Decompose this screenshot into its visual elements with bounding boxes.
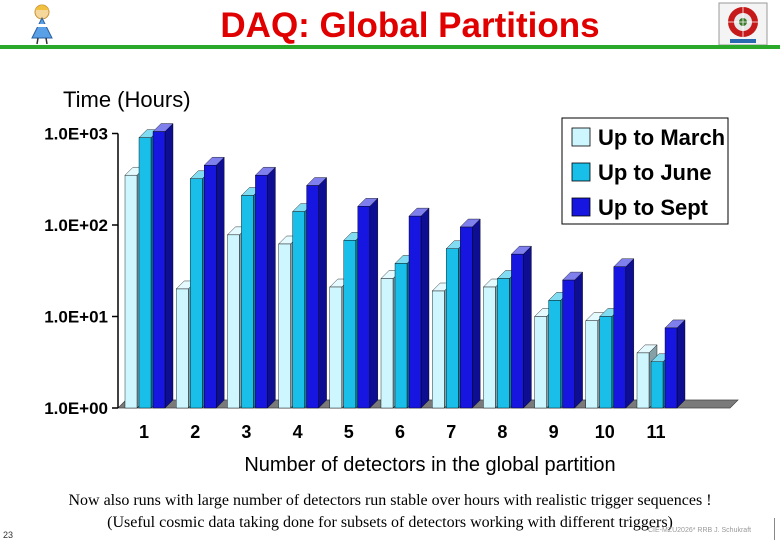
x-tick-label: 9 — [549, 422, 559, 442]
legend-swatch — [571, 162, 591, 182]
note-line-2: (Useful cosmic data taking done for subs… — [107, 514, 673, 531]
legend-swatch — [571, 127, 591, 147]
note-line-1: Now also runs with large number of detec… — [68, 492, 712, 509]
slide-title: DAQ: Global Partitions — [220, 6, 600, 45]
legend-label: Up to Sept — [598, 195, 709, 220]
bar-up-to-sept-3 — [254, 166, 276, 409]
x-tick-label: 6 — [395, 422, 405, 442]
bar-up-to-sept-2 — [203, 156, 225, 409]
detector-logo-icon — [718, 2, 768, 46]
footer-divider — [774, 518, 775, 540]
bar-up-to-sept-1 — [152, 123, 174, 409]
x-tick-label: 1 — [139, 422, 149, 442]
legend-label: Up to June — [598, 160, 712, 185]
y-axis-label: Time (Hours) — [63, 87, 191, 112]
cartoon-logo-icon — [31, 4, 53, 45]
x-tick-label: 4 — [293, 422, 303, 442]
bar-chart: Time (Hours) 1.0E+00 1.0E+01 1.0E+02 1.0E+0… — [44, 87, 739, 442]
bar-up-to-sept-9 — [562, 271, 584, 409]
bar-up-to-sept-11 — [664, 319, 686, 409]
slide-note: Now also runs with large number of detec… — [0, 490, 780, 534]
y-tick-label: 1.0E+01 — [44, 308, 108, 327]
x-tick-label: 10 — [595, 422, 615, 442]
x-tick-label: 2 — [190, 422, 200, 442]
x-tick-label: 11 — [646, 422, 665, 442]
bar-up-to-sept-7 — [459, 218, 481, 409]
x-tick-label: 7 — [446, 422, 456, 442]
bar-up-to-sept-4 — [306, 177, 328, 409]
y-tick-label: 1.0E+02 — [44, 216, 108, 235]
bar-up-to-sept-10 — [613, 258, 635, 409]
x-tick-label: 3 — [241, 422, 251, 442]
x-tick-label: 5 — [344, 422, 354, 442]
footer-credit: CIE-MZU2026* RRB J. Schukraft — [648, 527, 752, 534]
x-tick-label: 8 — [497, 422, 507, 442]
legend-label: Up to March — [598, 125, 725, 150]
bar-up-to-sept-8 — [510, 245, 532, 409]
bar-up-to-sept-6 — [408, 207, 430, 409]
bar-up-to-sept-5 — [357, 197, 379, 409]
legend-swatch — [571, 197, 591, 217]
title-underline — [0, 45, 780, 49]
y-tick-label: 1.0E+00 — [44, 399, 108, 418]
x-axis-label: Number of detectors in the global partit… — [244, 454, 616, 476]
page-number: 23 — [3, 530, 14, 540]
y-tick-label: 1.0E+03 — [44, 125, 108, 144]
